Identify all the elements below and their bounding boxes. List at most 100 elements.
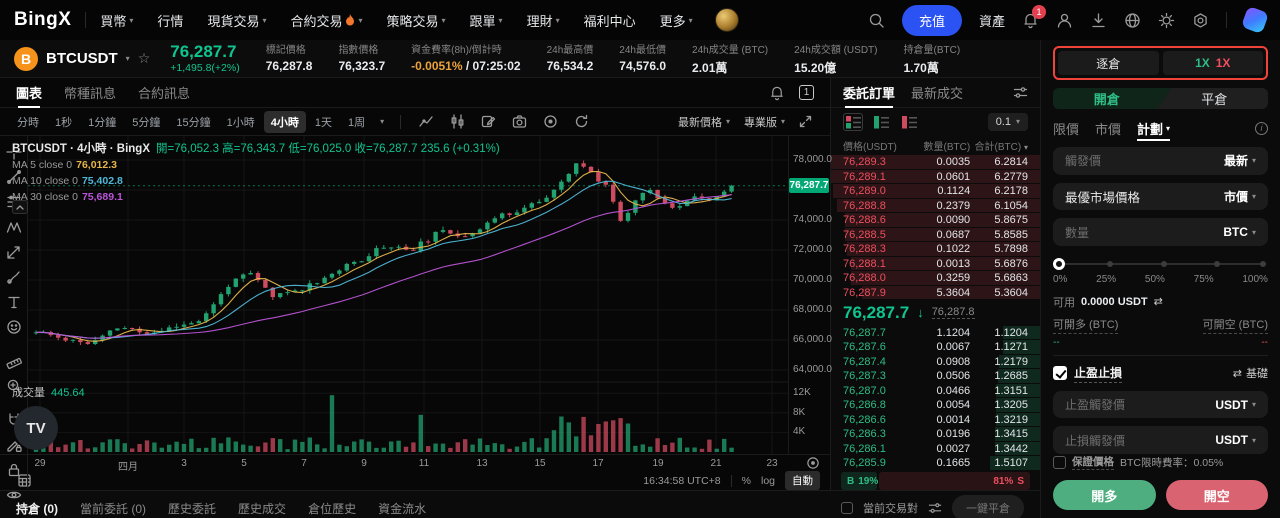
open-short-button[interactable]: 開空: [1165, 480, 1268, 510]
symbol-name[interactable]: BTCUSDT: [46, 50, 118, 67]
book-layout-bids-icon[interactable]: [871, 113, 891, 131]
bottom-tab-0[interactable]: 持倉 (0): [16, 502, 59, 516]
tab-open-position[interactable]: 開倉: [1093, 92, 1120, 108]
user-avatar[interactable]: [714, 8, 739, 32]
bottom-tab-4[interactable]: 倉位歷史: [308, 502, 357, 516]
trend-line-tool-icon[interactable]: [6, 169, 22, 185]
guarantee-checkbox[interactable]: [1053, 455, 1066, 469]
more-intervals-icon[interactable]: ▾: [380, 117, 385, 126]
orderbook-bid-row[interactable]: 76,287.7 1.1204 1.1204: [831, 325, 1040, 340]
screenshot-camera-icon[interactable]: [506, 112, 533, 131]
candle-style-icon[interactable]: [444, 112, 471, 131]
orderbook-ask-row[interactable]: 76,289.1 0.0601 6.2779: [831, 169, 1040, 184]
price-mode-dropdown[interactable]: 最新價格 ▾: [677, 116, 730, 129]
nav-item-6[interactable]: 理財 ▾: [526, 13, 560, 29]
orderbook-ask-row[interactable]: 76,289.3 0.0035 6.2814: [831, 155, 1040, 170]
date-range-icon[interactable]: [18, 474, 31, 487]
brand-logo[interactable]: BingX: [14, 9, 72, 30]
alert-bell-icon[interactable]: [769, 85, 785, 101]
search-icon[interactable]: [868, 12, 885, 29]
nav-item-5[interactable]: 跟單 ▾: [469, 13, 503, 29]
interval-1分鐘[interactable]: 1分鐘: [88, 116, 117, 129]
nav-item-8[interactable]: 更多 ▾: [659, 13, 693, 29]
indicators-icon[interactable]: [413, 112, 440, 131]
orderbook-ask-row[interactable]: 76,287.9 5.3604 5.3604: [831, 285, 1040, 300]
orderbook-bid-row[interactable]: 76,286.1 0.0027 1.3442: [831, 441, 1040, 456]
orderbook-bid-row[interactable]: 76,286.3 0.0196 1.3415: [831, 427, 1040, 442]
candlestick-chart[interactable]: [28, 136, 788, 454]
order-price-field[interactable]: 最優市場價格 市價 ▾: [1053, 182, 1268, 211]
precision-dropdown[interactable]: 0.1 ▾: [987, 112, 1028, 131]
orderbook-bid-row[interactable]: 76,287.6 0.0067 1.1271: [831, 340, 1040, 355]
nav-item-4[interactable]: 策略交易 ▾: [386, 13, 446, 29]
order-type-限價[interactable]: 限價: [1053, 121, 1080, 137]
book-layout-asks-icon[interactable]: [899, 113, 919, 131]
orderbook-tab-1[interactable]: 最新成交: [911, 86, 964, 101]
trigger-price-field[interactable]: 觸發價 最新 ▾: [1053, 147, 1268, 175]
interval-1周[interactable]: 1周: [348, 116, 366, 129]
amount-slider[interactable]: 0% 25% 50% 75% 100%: [1053, 257, 1268, 285]
bottom-tab-5[interactable]: 資金流水: [378, 502, 427, 516]
current-pair-checkbox[interactable]: [841, 501, 853, 514]
interval-5分鐘[interactable]: 5分鐘: [132, 116, 161, 129]
orderbook-ask-row[interactable]: 76,288.0 0.3259 5.6863: [831, 271, 1040, 286]
scroll-to-recent-icon[interactable]: [806, 456, 820, 470]
deposit-button[interactable]: 充值: [901, 4, 962, 36]
orderbook-ask-row[interactable]: 76,288.1 0.0013 5.6876: [831, 256, 1040, 271]
ob-header-2[interactable]: 合計(BTC) ▾: [974, 141, 1028, 153]
interval-分時[interactable]: 分時: [17, 116, 39, 129]
price-axis[interactable]: 78,000.0 74,000.0 72,000.0 70,000.0 68,000.0…: [788, 136, 832, 454]
chart-canvas-area[interactable]: BTCUSDT · 4小時 · BingX 開=76,052.3 高=76,343…: [0, 136, 832, 499]
zoom-in-tool-icon[interactable]: [6, 378, 22, 394]
theme-toggle-icon[interactable]: [1158, 12, 1175, 29]
orderbook-ask-row[interactable]: 76,288.6 0.0090 5.8675: [831, 213, 1040, 228]
app-logo-icon[interactable]: [1240, 5, 1270, 35]
chart-tab-2[interactable]: 合約訊息: [138, 86, 191, 101]
interval-1小時[interactable]: 1小時: [226, 116, 255, 129]
margin-mode-button[interactable]: 逐倉: [1058, 51, 1159, 75]
orderbook-ask-row[interactable]: 76,288.5 0.0687 5.8585: [831, 227, 1040, 242]
nav-item-7[interactable]: 福利中心: [583, 13, 636, 29]
download-app-icon[interactable]: [1090, 12, 1107, 29]
language-globe-icon[interactable]: [1124, 12, 1141, 29]
nav-item-2[interactable]: 現貨交易 ▾: [207, 13, 267, 29]
legend-collapse-button[interactable]: [12, 200, 28, 214]
nav-item-1[interactable]: 行情: [157, 13, 184, 29]
filter-settings-icon[interactable]: [928, 501, 942, 515]
bottom-tab-2[interactable]: 歷史委託: [168, 502, 217, 516]
orderbook-bid-row[interactable]: 76,286.6 0.0014 1.3219: [831, 412, 1040, 427]
orderbook-bid-row[interactable]: 76,287.0 0.0466 1.3151: [831, 383, 1040, 398]
close-all-positions-button[interactable]: 一鍵平倉: [952, 494, 1024, 518]
interval-15分鐘[interactable]: 15分鐘: [176, 116, 211, 129]
tradingview-logo[interactable]: TV: [14, 406, 58, 450]
replay-target-icon[interactable]: [537, 112, 564, 131]
gann-tool-icon[interactable]: [6, 244, 22, 260]
orderbook-ask-row[interactable]: 76,289.0 0.1124 6.2178: [831, 184, 1040, 199]
orderbook-ask-row[interactable]: 76,288.3 0.1022 5.7898: [831, 242, 1040, 257]
trigger-type-dropdown[interactable]: 最新 ▾: [1223, 154, 1256, 169]
open-long-button[interactable]: 開多: [1053, 480, 1156, 510]
tpsl-mode-toggle[interactable]: ⇄ 基礎: [1232, 367, 1268, 381]
clock-utc[interactable]: 16:34:58 UTC+8: [643, 474, 721, 487]
amount-field[interactable]: 數量 BTC ▾: [1053, 218, 1268, 246]
hide-drawings-eye-icon[interactable]: [6, 487, 22, 503]
orderbook-bid-row[interactable]: 76,287.3 0.0506 1.2685: [831, 369, 1040, 384]
amount-unit-dropdown[interactable]: BTC ▾: [1223, 225, 1256, 240]
pattern-tool-icon[interactable]: [6, 219, 22, 235]
nav-item-0[interactable]: 買幣 ▾: [100, 13, 134, 29]
time-axis[interactable]: 29 四月 3 5 7 9 11 13 15 17 19 21 23: [0, 454, 830, 473]
brush-tool-icon[interactable]: [6, 269, 22, 285]
notifications-bell[interactable]: 1: [1022, 4, 1046, 29]
orderbook-bid-row[interactable]: 76,287.4 0.0908 1.2179: [831, 354, 1040, 369]
orderbook-ask-row[interactable]: 76,288.8 0.2379 6.1054: [831, 198, 1040, 213]
take-profit-field[interactable]: 止盈觸發價 USDT ▾: [1053, 390, 1268, 419]
lock-all-icon[interactable]: [6, 462, 22, 478]
measure-ruler-icon[interactable]: [5, 353, 22, 369]
emoji-tool-icon[interactable]: [6, 319, 22, 335]
edit-order-icon[interactable]: [475, 112, 502, 131]
settings-gear-icon[interactable]: [1192, 12, 1209, 29]
fullscreen-icon[interactable]: [799, 115, 812, 128]
nav-item-3[interactable]: 合約交易 ▾: [290, 13, 363, 29]
version-dropdown[interactable]: 專業版 ▾: [743, 116, 785, 129]
transfer-swap-icon[interactable]: ⇄: [1153, 296, 1163, 309]
